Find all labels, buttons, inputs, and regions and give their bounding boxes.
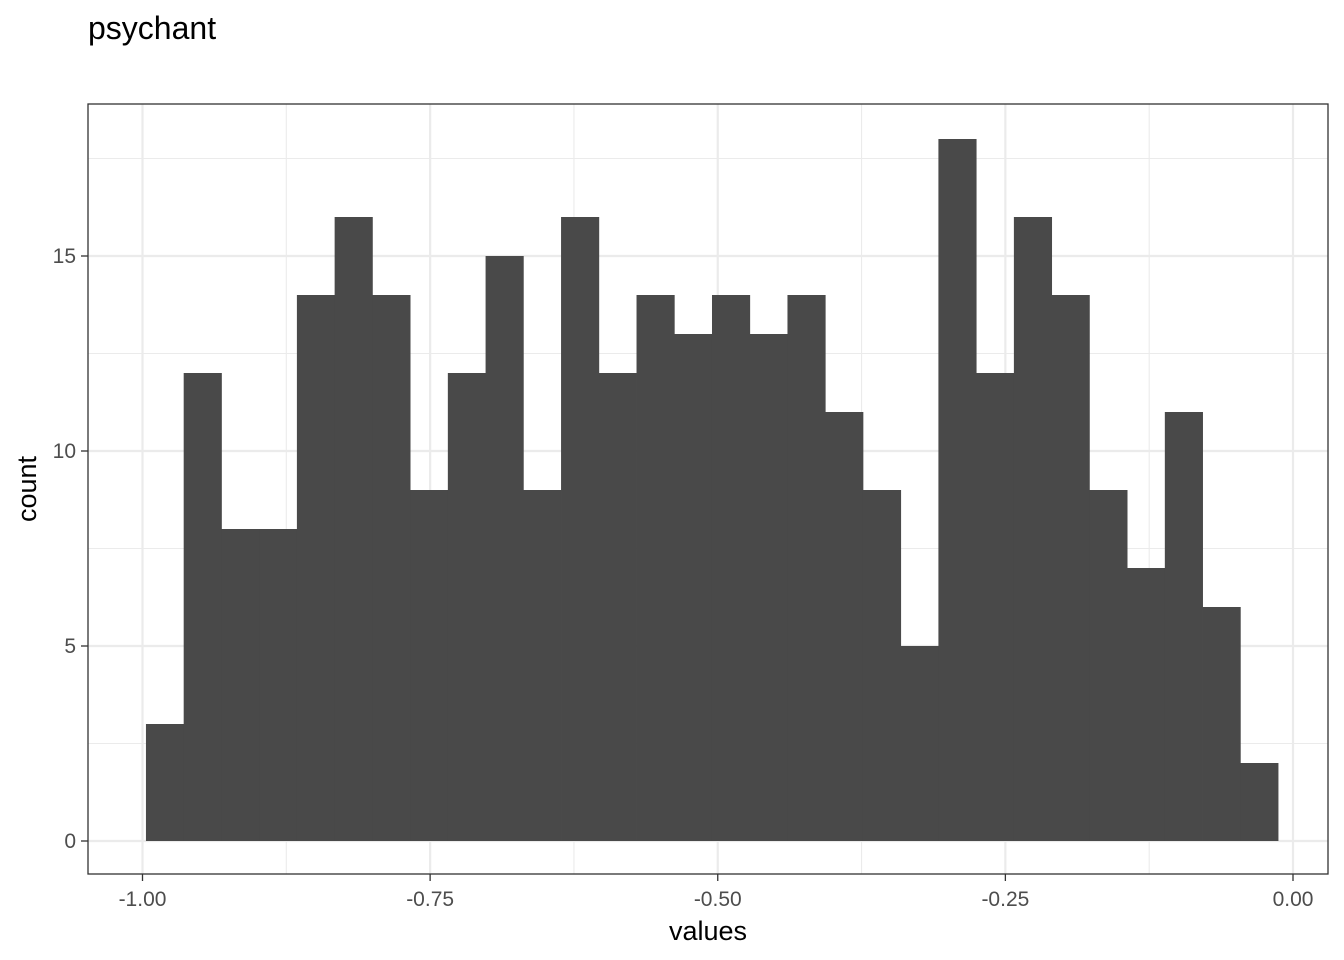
histogram-bar: [825, 412, 864, 841]
histogram-bar: [410, 490, 449, 841]
histogram-bar: [561, 217, 600, 841]
histogram-bar: [900, 646, 939, 841]
y-tick-label: 0: [64, 830, 76, 853]
histogram-bar: [447, 373, 486, 841]
y-axis-ticks: 0 5 10 15: [53, 245, 88, 853]
histogram-bar: [372, 295, 411, 841]
y-tick-label: 10: [53, 440, 76, 463]
x-tick-label: -1.00: [119, 888, 167, 911]
histogram-bar: [1051, 295, 1090, 841]
histogram-bar: [145, 724, 185, 841]
histogram-bar: [1089, 490, 1128, 841]
histogram-bar: [598, 373, 637, 841]
histogram-bar: [711, 295, 751, 841]
histogram-bars: [145, 139, 1279, 841]
chart-title: psychant: [88, 10, 216, 46]
x-tick-label: -0.50: [694, 888, 742, 911]
histogram-bar: [259, 529, 298, 841]
histogram-bar: [334, 217, 373, 841]
histogram-bar: [674, 334, 713, 841]
histogram-bar: [1164, 412, 1203, 841]
x-tick-label: -0.25: [981, 888, 1029, 911]
histogram-bar: [787, 295, 826, 841]
histogram-bar: [1013, 217, 1053, 841]
y-tick-label: 15: [53, 245, 76, 268]
histogram-bar: [938, 139, 977, 841]
panel-border: [87, 103, 1329, 875]
y-tick-label: 5: [64, 635, 76, 658]
x-tick-label: -0.75: [406, 888, 454, 911]
histogram-bar: [976, 373, 1015, 841]
histogram-bar: [183, 373, 222, 841]
x-axis-title: values: [669, 916, 747, 946]
x-axis-ticks: -1.00 -0.75 -0.50 -0.25 0.00: [119, 874, 1314, 911]
histogram-bar: [636, 295, 675, 841]
histogram-bar: [862, 490, 902, 841]
histogram-bar: [523, 490, 562, 841]
histogram-bar: [1202, 607, 1241, 841]
x-tick-label: 0.00: [1273, 888, 1314, 911]
histogram-bar: [1127, 568, 1166, 841]
histogram-bar: [1240, 763, 1279, 841]
histogram-bar: [296, 295, 336, 841]
histogram-bar: [485, 256, 524, 841]
y-axis-title: count: [12, 455, 42, 522]
histogram-bar: [221, 529, 260, 841]
histogram-bar: [749, 334, 788, 841]
